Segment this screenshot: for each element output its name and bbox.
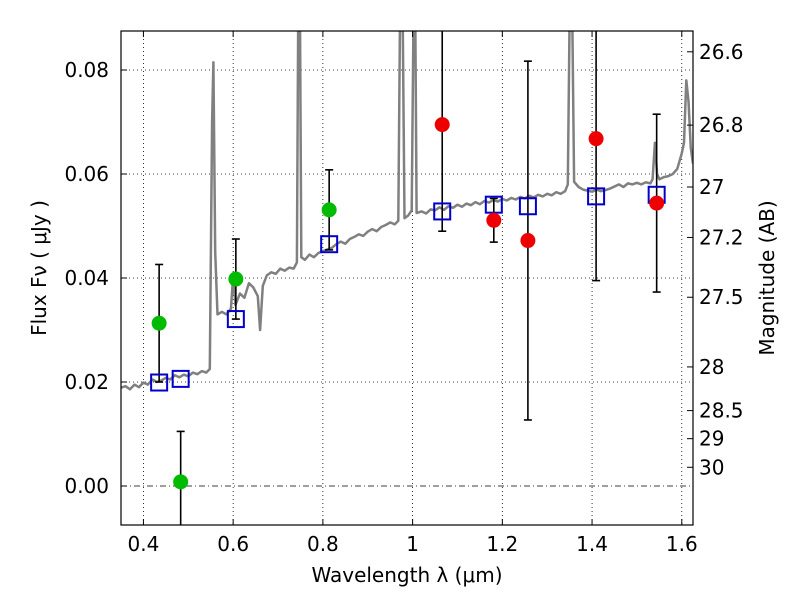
model-square-point	[433, 202, 452, 221]
y2-tick-label: 27.5	[699, 285, 744, 309]
y-tick-label: 0.08	[64, 58, 109, 82]
x-tick-label: 1.4	[576, 532, 608, 556]
x-axis-label: Wavelength λ (μm)	[311, 563, 502, 587]
model-square-point	[320, 235, 339, 254]
axes: 0.4 0.6 0.8 1 1.2 1.4 1.6 0.00 0.02 0.04 0.06 0.08 2…	[64, 31, 744, 556]
y-tick-label: 0.02	[64, 370, 109, 394]
x-tick-label: 0.8	[307, 532, 339, 556]
x-tick-label: 1.6	[666, 532, 698, 556]
observed-point	[321, 202, 337, 218]
observed-point	[173, 474, 189, 490]
y-axis-label: Flux Fν ( μJy )	[27, 200, 51, 336]
x-tick-label: 1.2	[486, 532, 518, 556]
y2-axis-label: Magnitude (AB)	[755, 200, 779, 355]
y2-tick-label: 26.8	[699, 113, 744, 137]
observed-point	[649, 195, 665, 211]
model-square-point	[171, 369, 190, 388]
x-tick-label: 0.6	[217, 532, 249, 556]
observed-point	[486, 212, 502, 228]
observed-point	[520, 233, 536, 249]
observed-point	[434, 117, 450, 133]
x-tick-label: 1	[406, 532, 419, 556]
y2-tick-label: 27	[699, 175, 724, 199]
y-tick-label: 0.00	[64, 474, 109, 498]
data-layer	[121, 31, 693, 525]
y2-tick-label: 28	[699, 355, 724, 379]
y-tick-label: 0.06	[64, 162, 109, 186]
model-square-point	[518, 197, 537, 216]
x-tick-label: 0.4	[128, 532, 160, 556]
y2-tick-label: 28.5	[699, 399, 744, 423]
model-square-point	[587, 187, 606, 206]
model-square-point	[484, 195, 503, 214]
y2-tick-label: 26.6	[699, 40, 744, 64]
y-tick-label: 0.04	[64, 266, 109, 290]
observed-point	[228, 271, 244, 287]
observed-point	[588, 131, 604, 147]
y2-tick-label: 30	[699, 455, 724, 479]
observed-point	[151, 315, 167, 331]
y2-tick-label: 29	[699, 427, 724, 451]
model-square-point	[150, 373, 169, 392]
grid	[121, 31, 693, 525]
y2-tick-label: 27.2	[699, 225, 744, 249]
model-square-point	[226, 310, 245, 329]
